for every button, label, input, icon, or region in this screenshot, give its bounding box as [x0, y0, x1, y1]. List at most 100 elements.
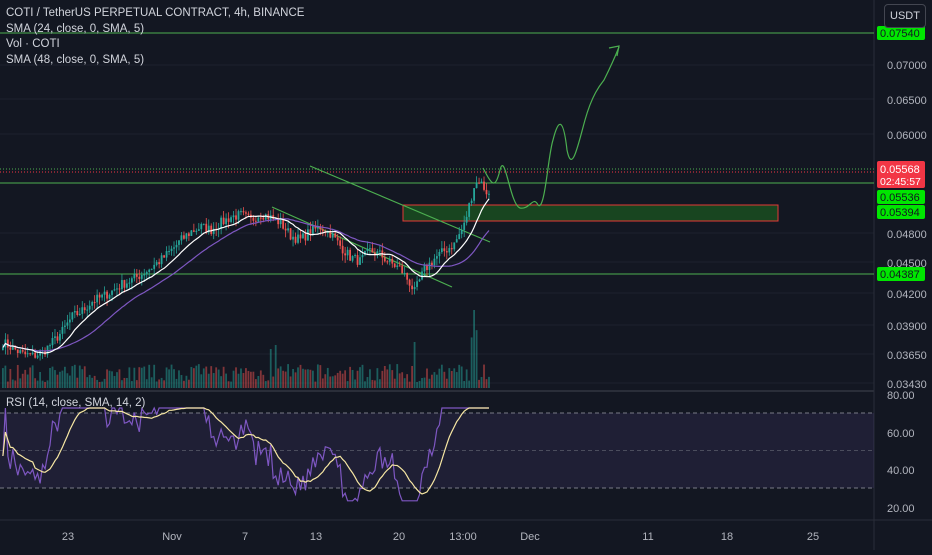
volume-bar — [73, 364, 76, 388]
candle-body — [202, 223, 205, 225]
rsi-legend[interactable]: RSI (14, close, SMA, 14, 2) — [6, 397, 146, 409]
volume-bar — [54, 370, 56, 388]
candle-body — [361, 254, 364, 258]
candle-body — [378, 250, 381, 252]
candle-body — [440, 248, 443, 252]
sma-48-line — [2, 218, 490, 352]
volume-bar — [302, 368, 304, 388]
demand-zone-rect[interactable] — [402, 204, 779, 222]
volume-bar — [383, 365, 386, 388]
candle-body — [230, 217, 232, 222]
candle-body — [480, 181, 483, 184]
candle-body — [49, 345, 51, 347]
currency-button[interactable]: USDT — [884, 4, 926, 28]
candle-body — [279, 218, 282, 225]
volume-bar — [282, 370, 285, 388]
candle-body — [163, 255, 165, 258]
candle-body — [135, 274, 138, 277]
volume-bar — [289, 376, 292, 388]
candle-body — [116, 288, 118, 290]
candle-body — [232, 215, 235, 218]
volume-bar — [259, 370, 262, 388]
volume-bar — [59, 371, 61, 388]
candle-body — [473, 188, 475, 201]
candle-body — [158, 262, 161, 265]
volume-bar — [369, 369, 371, 388]
volume-bar — [86, 377, 89, 388]
candle-body — [240, 211, 242, 213]
time-tick-label: 13 — [310, 531, 322, 543]
volume-bar — [113, 376, 116, 388]
candle-body — [56, 336, 59, 341]
volume-bar — [297, 367, 299, 388]
candle-body — [356, 255, 359, 265]
volume-bar — [445, 378, 448, 388]
time-tick-label: 23 — [62, 531, 74, 543]
candle-body — [9, 347, 12, 350]
candle-body — [445, 251, 448, 253]
volume-bar — [200, 374, 203, 388]
candle-body — [344, 253, 347, 256]
candle-body — [61, 326, 64, 334]
candle-body — [34, 352, 37, 358]
volume-bar — [192, 368, 195, 388]
channel-upper-line[interactable] — [309, 165, 491, 243]
time-tick-label: 25 — [807, 531, 819, 543]
volume-bar — [195, 365, 198, 388]
candle-body — [178, 240, 180, 245]
volume-bar — [247, 370, 250, 388]
sma-48-legend[interactable]: SMA (48, close, 0, SMA, 5) — [6, 53, 145, 66]
volume-bar — [101, 381, 103, 388]
volume-bar — [478, 379, 480, 388]
volume-bar — [153, 364, 156, 388]
volume-bar — [168, 369, 170, 388]
candle-body — [200, 224, 203, 230]
volume-bar — [421, 378, 423, 388]
rsi-line — [2, 406, 489, 503]
candle-body — [185, 233, 188, 239]
candle-body — [292, 236, 294, 240]
volume-bar — [128, 367, 131, 388]
candle-body — [289, 228, 292, 240]
volume-bar — [51, 366, 54, 388]
candle-body — [443, 248, 446, 252]
candle-body — [173, 247, 175, 249]
time-tick-label: 7 — [242, 531, 248, 543]
volume-bar — [431, 374, 433, 388]
volume-bar — [458, 364, 461, 388]
chart-legend: COTI / TetherUS PERPETUAL CONTRACT, 4h, … — [6, 6, 304, 68]
candle-body — [111, 290, 113, 295]
candle-body — [242, 211, 245, 213]
volume-legend[interactable]: Vol · COTI — [6, 38, 60, 50]
symbol-title[interactable]: COTI / TetherUS PERPETUAL CONTRACT, 4h, … — [6, 7, 305, 19]
candle-body — [274, 218, 277, 220]
candle-body — [483, 181, 485, 190]
candle-body — [383, 257, 386, 262]
candle-body — [44, 350, 46, 355]
volume-bar — [103, 378, 106, 388]
volume-bar — [339, 370, 342, 388]
candle-body — [408, 279, 411, 286]
current-price-label: 0.05568 — [880, 164, 920, 176]
volume-bar — [133, 367, 136, 388]
volume-bar — [205, 366, 208, 388]
forecast-path[interactable] — [482, 46, 620, 209]
volume-bar — [488, 376, 490, 388]
volume-bar — [126, 377, 128, 388]
candle-body — [6, 339, 9, 348]
candle-body — [83, 307, 86, 311]
candle-body — [453, 242, 456, 250]
candle-body — [36, 355, 39, 358]
sma-24-legend[interactable]: SMA (24, close, 0, SMA, 5) — [6, 22, 145, 35]
volume-bar — [371, 379, 374, 388]
candle-body — [287, 228, 289, 231]
volume-bar — [135, 380, 138, 388]
rsi-tick-label: 40.00 — [887, 465, 915, 477]
candle-body — [426, 265, 428, 271]
candle-body — [21, 350, 24, 352]
rsi-tick-label: 20.00 — [887, 503, 915, 515]
volume-bar — [366, 377, 369, 388]
volume-bar — [262, 374, 265, 388]
